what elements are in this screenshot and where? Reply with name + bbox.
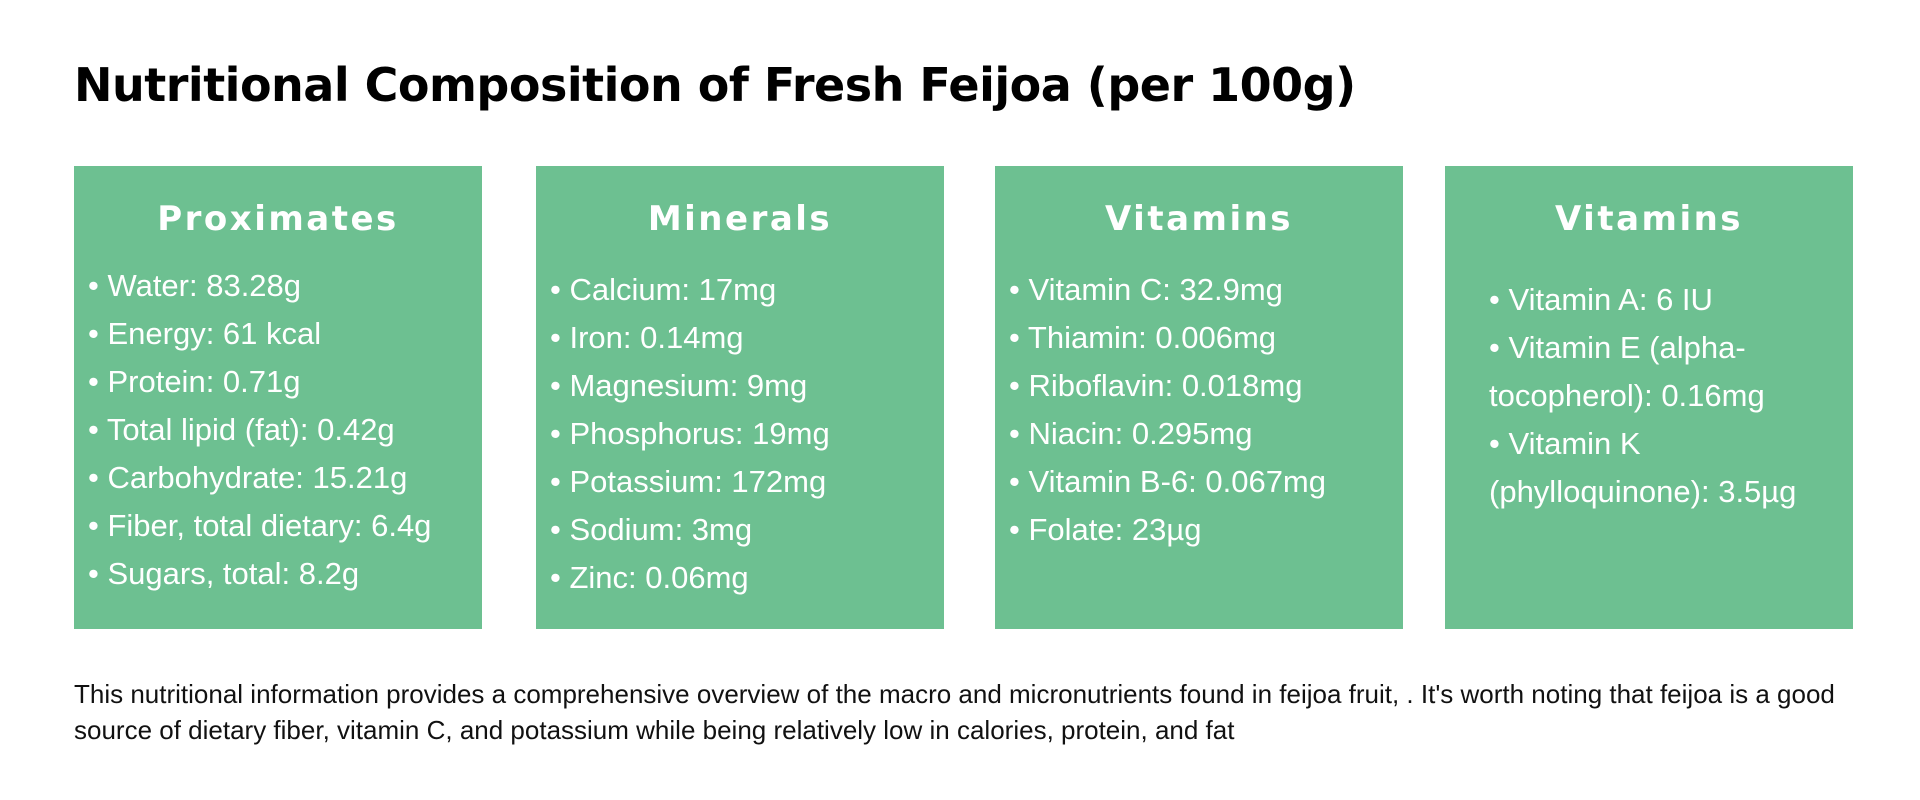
card-vitamins: Vitamins • Vitamin C: 32.9mg • Thiamin: … xyxy=(995,166,1403,629)
list-item: • Niacin: 0.295mg xyxy=(1009,416,1253,451)
nutrient-list: • Vitamin C: 32.9mg • Thiamin: 0.006mg •… xyxy=(1009,266,1393,554)
list-item: • Iron: 0.14mg xyxy=(550,320,744,355)
card-heading: Vitamins xyxy=(1554,199,1744,239)
page-title: Nutritional Composition of Fresh Feijoa … xyxy=(74,58,1356,112)
list-item: • Protein: 0.71g xyxy=(88,364,301,399)
list-item: • Folate: 23µg xyxy=(1009,512,1202,547)
list-item: • Total lipid (fat): 0.42g xyxy=(88,412,395,447)
card-heading: Proximates xyxy=(157,199,399,239)
list-item: • Vitamin K (phylloquinone): 3.5µg xyxy=(1489,426,1797,509)
list-item: • Vitamin A: 6 IU xyxy=(1489,282,1713,317)
list-item: • Zinc: 0.06mg xyxy=(550,560,749,595)
list-item: • Vitamin B-6: 0.067mg xyxy=(1009,464,1326,499)
nutrient-list: • Vitamin A: 6 IU • Vitamin E (alpha-toc… xyxy=(1489,276,1839,516)
card-heading: Vitamins xyxy=(1104,199,1294,239)
card-minerals: Minerals • Calcium: 17mg • Iron: 0.14mg … xyxy=(536,166,944,629)
list-item: • Riboflavin: 0.018mg xyxy=(1009,368,1303,403)
list-item: • Potassium: 172mg xyxy=(550,464,827,499)
list-item: • Energy: 61 kcal xyxy=(88,316,322,351)
list-item: • Fiber, total dietary: 6.4g xyxy=(88,508,432,543)
card-heading: Minerals xyxy=(647,199,833,239)
list-item: • Thiamin: 0.006mg xyxy=(1009,320,1277,355)
list-item: • Sugars, total: 8.2g xyxy=(88,556,360,591)
list-item: • Magnesium: 9mg xyxy=(550,368,808,403)
list-item: • Phosphorus: 19mg xyxy=(550,416,830,451)
list-item: • Carbohydrate: 15.21g xyxy=(88,460,408,495)
list-item: • Sodium: 3mg xyxy=(550,512,753,547)
list-item: • Water: 83.28g xyxy=(88,268,302,303)
nutrient-list: • Calcium: 17mg • Iron: 0.14mg • Magnesi… xyxy=(550,266,934,602)
list-item: • Vitamin C: 32.9mg xyxy=(1009,272,1283,307)
card-vitamins-fat-soluble: Vitamins • Vitamin A: 6 IU • Vitamin E (… xyxy=(1445,166,1853,629)
footnote-paragraph: This nutritional information provides a … xyxy=(74,679,1835,745)
card-proximates: Proximates • Water: 83.28g • Energy: 61 … xyxy=(74,166,482,629)
list-item: • Calcium: 17mg xyxy=(550,272,777,307)
list-item: • Vitamin E (alpha-tocopherol): 0.16mg xyxy=(1489,330,1765,413)
nutrient-list: • Water: 83.28g • Energy: 61 kcal • Prot… xyxy=(88,262,472,598)
